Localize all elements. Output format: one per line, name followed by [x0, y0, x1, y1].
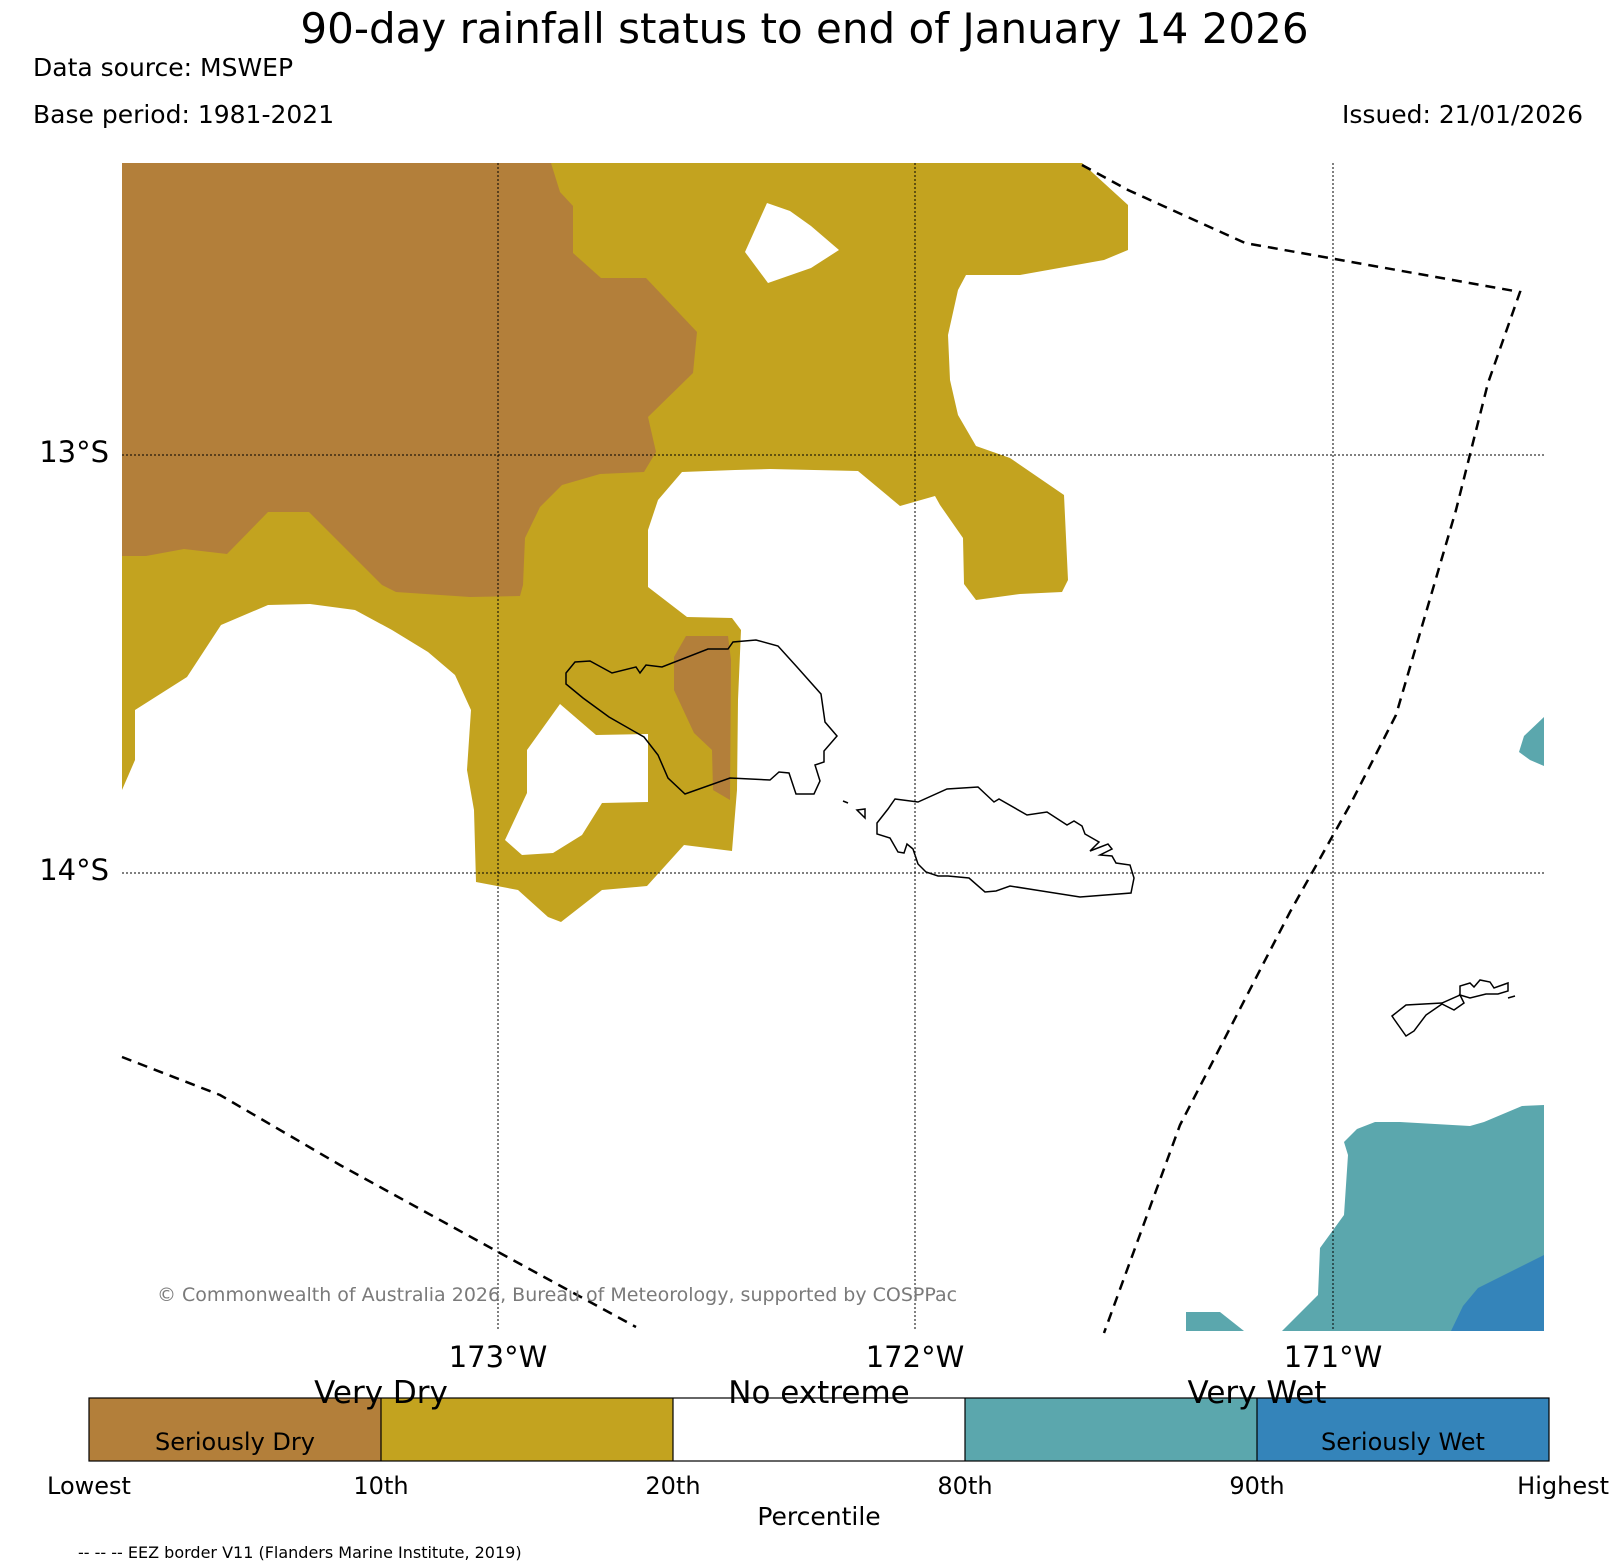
very-wet-region-southeast — [1282, 1105, 1544, 1331]
tutuila-coastline — [1390, 979, 1509, 1038]
savaii-coastline — [565, 639, 838, 795]
islet-coastline — [842, 800, 849, 804]
map-title: 90-day rainfall status to end of January… — [300, 4, 1309, 53]
seriously-dry-patch — [674, 636, 731, 800]
longitude-label-172w: 172°W — [865, 1340, 965, 1374]
tick-lowest: Lowest — [47, 1472, 131, 1500]
eez-border-line-icon — [121, 163, 1522, 1334]
seriously-dry-region — [122, 163, 697, 597]
data-source-label: Data source: MSWEP — [33, 53, 294, 82]
longitude-label-171w: 171°W — [1283, 1340, 1383, 1374]
tick-20th: 20th — [645, 1472, 701, 1500]
legend-swatch-seriously-dry — [89, 1398, 381, 1461]
latitude-label-14s: 14°S — [39, 853, 109, 887]
legend-swatch-very-wet — [965, 1398, 1257, 1461]
legend-inner-seriously-dry: Seriously Dry — [155, 1428, 315, 1456]
copyright-credit: © Commonwealth of Australia 2026, Bureau… — [157, 1284, 958, 1306]
aunuu-coastline — [1507, 995, 1516, 999]
very-wet-region-east — [1519, 717, 1544, 766]
tick-highest: Highest — [1517, 1472, 1609, 1500]
percentile-axis-label: Percentile — [757, 1502, 881, 1531]
tick-10th: 10th — [353, 1472, 409, 1500]
coastline-outline-icon — [565, 639, 1516, 1038]
seriously-wet-region — [1451, 1255, 1544, 1331]
issued-date-label: Issued: 21/01/2026 — [1342, 100, 1583, 129]
gridlines — [122, 163, 1544, 1331]
islet-coastline-2 — [855, 808, 866, 820]
no-extreme-hole-north — [745, 203, 839, 283]
legend-category-no-extreme: No extreme — [728, 1375, 910, 1411]
very-wet-region-south — [1186, 1312, 1244, 1331]
legend-swatch-very-dry — [381, 1398, 673, 1461]
map-layers — [122, 163, 1544, 1331]
legend-swatch-no-extreme — [673, 1398, 965, 1461]
tick-80th: 80th — [937, 1472, 993, 1500]
upolu-coastline — [876, 786, 1135, 898]
tick-90th: 90th — [1229, 1472, 1285, 1500]
legend-category-very-dry: Very Dry — [314, 1375, 448, 1411]
longitude-label-173w: 173°W — [448, 1340, 548, 1374]
legend-inner-seriously-wet: Seriously Wet — [1321, 1428, 1485, 1456]
latitude-label-13s: 13°S — [39, 435, 109, 469]
base-period-label: Base period: 1981-2021 — [33, 100, 335, 129]
no-extreme-hole-southwest — [505, 704, 648, 855]
legend-category-very-wet: Very Wet — [1187, 1375, 1327, 1411]
legend-swatch-seriously-wet — [1257, 1398, 1549, 1461]
eez-footnote: -- -- -- EEZ border V11 (Flanders Marine… — [78, 1543, 522, 1562]
